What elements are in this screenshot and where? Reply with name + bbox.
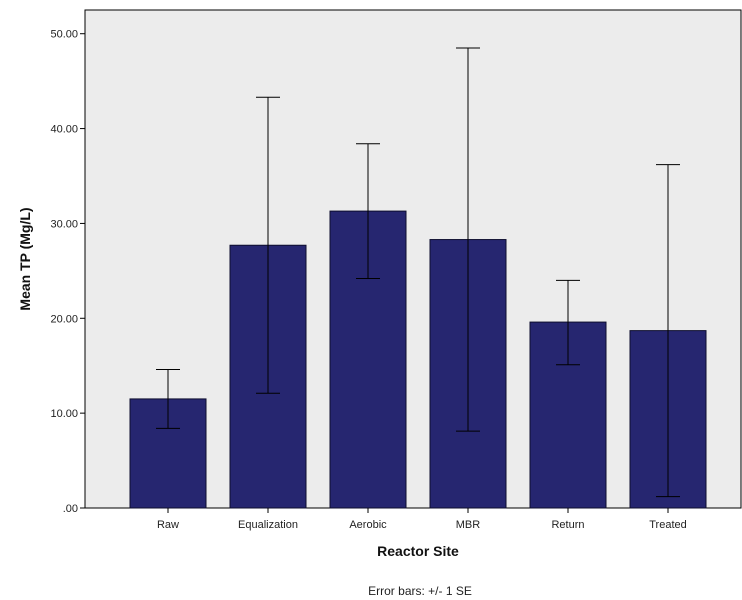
y-tick-label: 50.00 [50, 29, 78, 41]
y-axis-title: Mean TP (Mg/L) [17, 207, 33, 310]
x-tick-label: Equalization [238, 519, 298, 531]
y-tick-label: 40.00 [50, 124, 78, 136]
x-axis-title: Reactor Site [377, 543, 459, 559]
y-tick-label: 10.00 [50, 408, 78, 420]
y-axis: .00 10.00 20.00 30.00 40.00 50.00 [50, 29, 85, 515]
x-tick-label: Aerobic [349, 519, 387, 531]
y-tick-label: 20.00 [50, 313, 78, 325]
x-tick-label: MBR [456, 519, 481, 531]
x-tick-label: Treated [649, 519, 687, 531]
error-bar-caption: Error bars: +/- 1 SE [368, 584, 472, 598]
x-tick-label: Raw [157, 519, 179, 531]
y-tick-label: .00 [63, 503, 78, 515]
x-tick-label: Return [551, 519, 584, 531]
y-tick-label: 30.00 [50, 218, 78, 230]
x-axis: Raw Equalization Aerobic MBR Return Treated [157, 508, 687, 531]
